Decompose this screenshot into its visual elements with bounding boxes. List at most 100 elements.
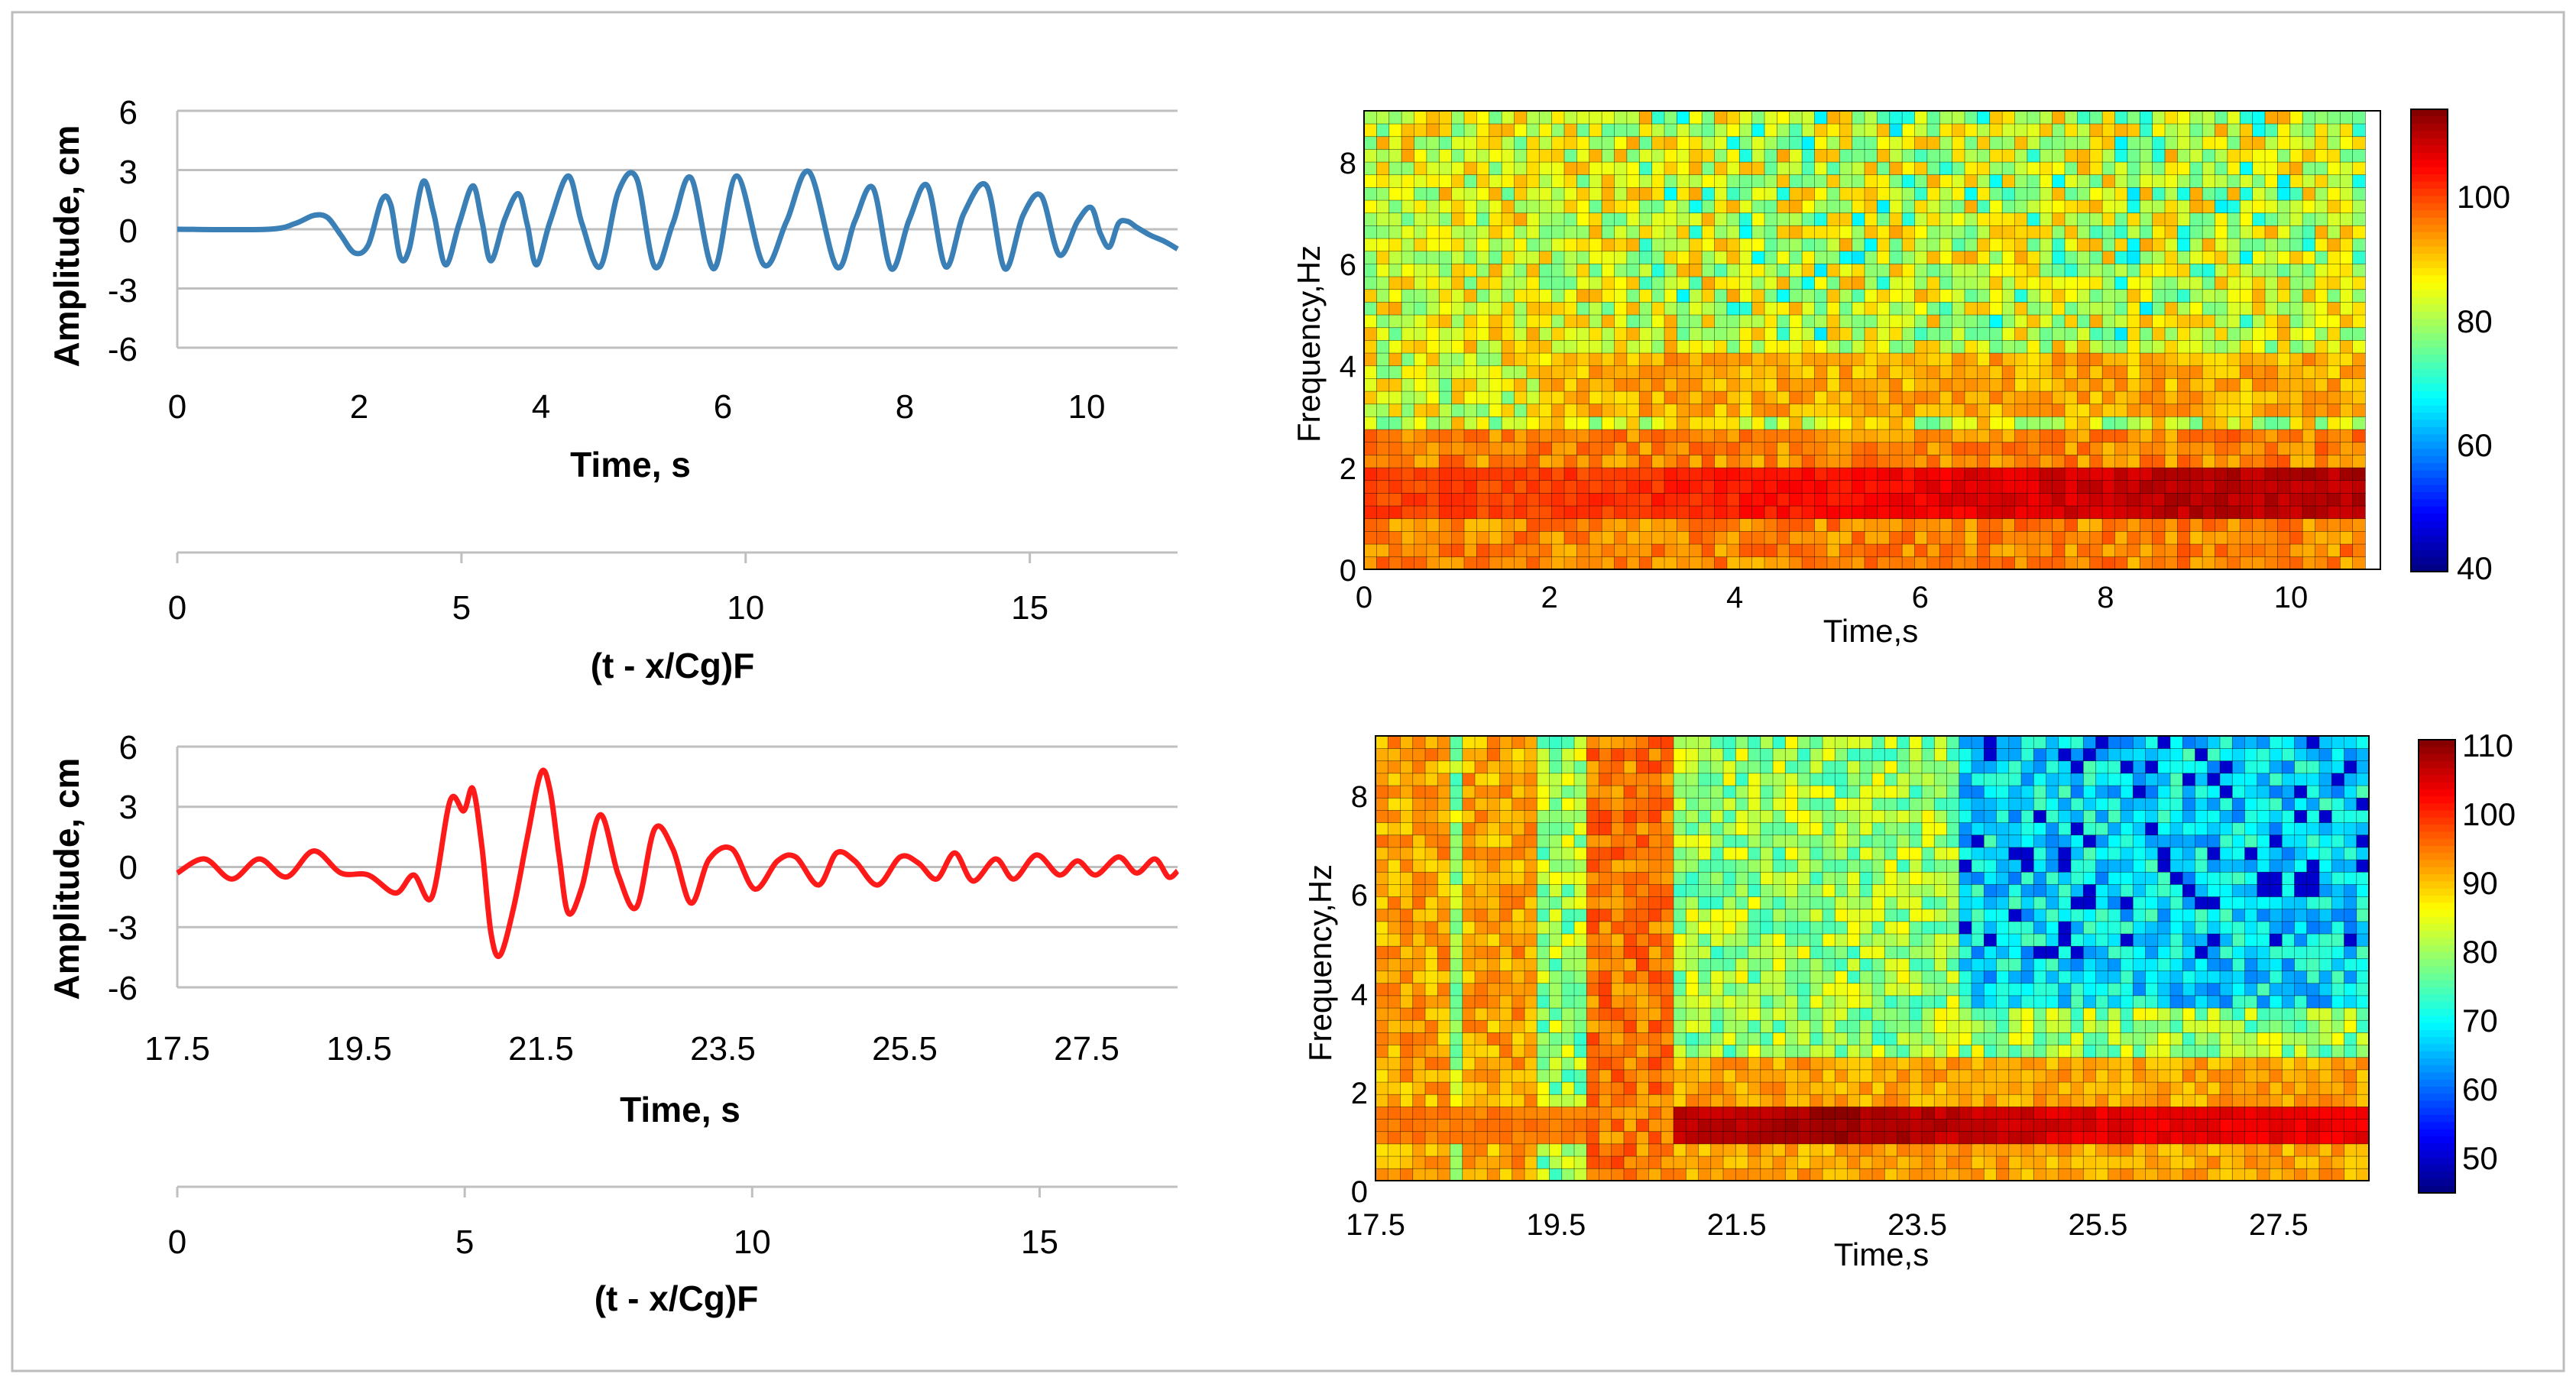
heatmap-cell bbox=[1624, 872, 1637, 885]
heatmap-cell bbox=[2290, 251, 2303, 264]
heatmap-cell bbox=[1463, 1045, 1476, 1058]
heatmap-cell bbox=[1877, 391, 1890, 404]
heatmap-cell bbox=[1927, 238, 1940, 251]
heatmap-cell bbox=[1674, 1057, 1687, 1070]
heatmap-cell bbox=[1664, 506, 1677, 519]
heatmap-cell bbox=[2295, 909, 2308, 922]
heatmap-cell bbox=[2027, 416, 2040, 429]
heatmap-cell bbox=[1401, 983, 1414, 996]
heatmap-cell bbox=[2232, 922, 2245, 935]
heatmap-cell bbox=[1798, 958, 1811, 971]
heatmap-cell bbox=[2146, 1020, 2159, 1033]
heatmap-cell bbox=[1723, 1008, 1736, 1021]
heatmap-cell bbox=[1452, 455, 1465, 468]
heatmap-cell bbox=[1947, 996, 1960, 1009]
heatmap-cell bbox=[2307, 1020, 2320, 1033]
heatmap-cell bbox=[2245, 896, 2258, 909]
heatmap-cell bbox=[1752, 455, 1765, 468]
heatmap-cell bbox=[1527, 327, 1540, 340]
heatmap-cell bbox=[1777, 556, 1790, 569]
heatmap-cell bbox=[1376, 365, 1389, 378]
heatmap-cell bbox=[1699, 1131, 1712, 1144]
heatmap-cell bbox=[2240, 442, 2253, 455]
heatmap-cell bbox=[1790, 225, 1803, 238]
heatmap-cell bbox=[1711, 946, 1724, 959]
heatmap-cell bbox=[1664, 264, 1677, 277]
heatmap-cell bbox=[2328, 162, 2341, 175]
heatmap-cell bbox=[1527, 391, 1540, 404]
heatmap-cell bbox=[1839, 302, 1852, 315]
heatmap-cell bbox=[1977, 251, 1990, 264]
heatmap-cell bbox=[1798, 1144, 1811, 1157]
heatmap-cell bbox=[2290, 174, 2303, 187]
heatmap-cell bbox=[2165, 149, 2178, 162]
heatmap-cell bbox=[1902, 124, 1915, 137]
heatmap-cell bbox=[1686, 1020, 1699, 1033]
heatmap-cell bbox=[2315, 136, 2328, 149]
heatmap-cell bbox=[1589, 455, 1602, 468]
colorbar-step bbox=[2411, 239, 2448, 247]
heatmap-cell bbox=[2083, 1057, 2096, 1070]
heatmap-cell bbox=[1550, 1032, 1563, 1045]
heatmap-cell bbox=[2190, 111, 2203, 124]
heatmap-cell bbox=[1815, 251, 1828, 264]
heatmap-cell bbox=[2021, 1156, 2034, 1169]
heatmap-cell bbox=[1652, 442, 1665, 455]
colorbar-step bbox=[2411, 312, 2448, 319]
heatmap-cell bbox=[1752, 200, 1765, 213]
heatmap-cell bbox=[2340, 378, 2353, 391]
heatmap-cell bbox=[1748, 884, 1761, 897]
heatmap-cell bbox=[2127, 124, 2140, 137]
heatmap-cell bbox=[1947, 1168, 1960, 1181]
heatmap-cell bbox=[2319, 1119, 2332, 1132]
colorbar-step bbox=[2411, 341, 2448, 348]
heatmap-cell bbox=[2290, 378, 2303, 391]
heatmap-cell bbox=[2195, 958, 2208, 971]
heatmap-cell bbox=[1612, 1032, 1625, 1045]
heatmap-cell bbox=[1564, 187, 1577, 200]
heatmap-cell bbox=[1539, 238, 1552, 251]
heatmap-cell bbox=[2121, 971, 2134, 984]
heatmap-cell bbox=[1748, 1020, 1761, 1033]
heatmap-cell bbox=[1686, 1045, 1699, 1058]
heatmap-cell bbox=[1389, 187, 1402, 200]
heatmap-cell bbox=[2228, 162, 2241, 175]
heatmap-cell bbox=[2065, 251, 2078, 264]
heatmap-cell bbox=[1790, 518, 1803, 531]
heatmap-cell bbox=[2121, 922, 2134, 935]
heatmap-cell bbox=[1947, 958, 1960, 971]
heatmap-cell bbox=[1699, 1082, 1712, 1095]
heatmap-cell bbox=[1815, 455, 1828, 468]
heatmap-cell bbox=[1699, 971, 1712, 984]
heatmap-cell bbox=[1748, 896, 1761, 909]
heatmap-cell bbox=[2302, 468, 2315, 481]
heatmap-cell bbox=[2115, 455, 2128, 468]
heatmap-cell bbox=[1389, 289, 1402, 302]
heatmap-cell bbox=[1661, 958, 1674, 971]
heatmap-cell bbox=[2315, 353, 2328, 366]
heatmap-cell bbox=[1865, 544, 1878, 557]
heatmap-cell bbox=[2096, 958, 2109, 971]
heatmap-cell bbox=[2002, 455, 2015, 468]
heatmap-cell bbox=[1902, 403, 1915, 416]
heatmap-cell bbox=[1711, 1156, 1724, 1169]
heatmap-cell bbox=[2253, 531, 2266, 544]
heatmap-cell bbox=[1884, 909, 1897, 922]
heatmap-cell bbox=[1599, 1144, 1612, 1157]
heatmap-cell bbox=[1564, 531, 1577, 544]
heatmap-cell bbox=[1639, 455, 1652, 468]
heatmap-cell bbox=[1839, 455, 1852, 468]
heatmap-cell bbox=[2253, 174, 2266, 187]
heatmap-cell bbox=[2253, 429, 2266, 442]
heatmap-cell bbox=[2353, 302, 2366, 315]
heatmap-cell bbox=[1464, 429, 1477, 442]
heatmap-cell bbox=[1727, 531, 1740, 544]
heatmap-cell bbox=[1990, 277, 2003, 290]
heatmap-cell bbox=[2265, 506, 2278, 519]
heatmap-cell bbox=[1827, 353, 1840, 366]
heatmap-cell bbox=[1463, 1131, 1476, 1144]
heatmap-cell bbox=[1752, 531, 1765, 544]
heatmap-cell bbox=[2215, 238, 2228, 251]
heatmap-cell bbox=[2121, 1094, 2134, 1107]
heatmap-cell bbox=[2202, 289, 2215, 302]
